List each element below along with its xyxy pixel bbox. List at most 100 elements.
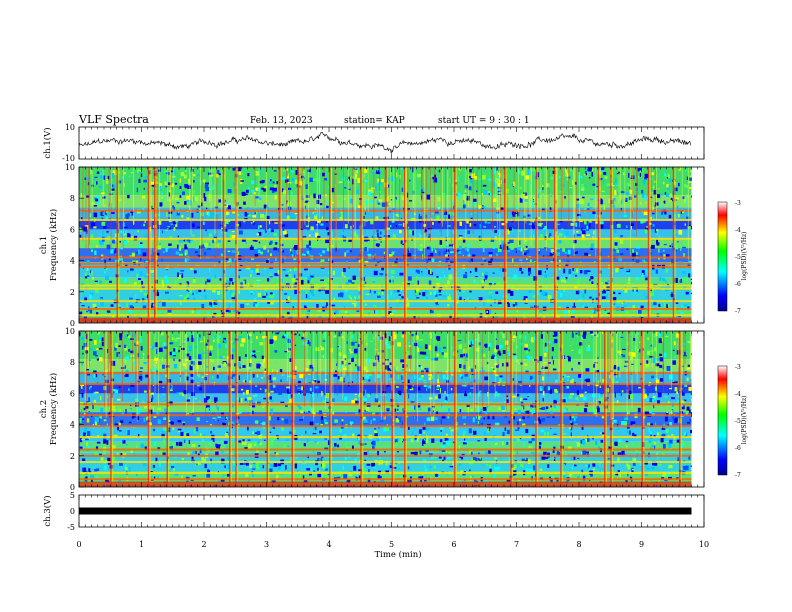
spectrogram-cell [95, 182, 97, 185]
spectrogram-cell [400, 167, 404, 170]
spectrogram-cell [469, 449, 473, 453]
spectrogram-cell [118, 199, 122, 201]
spectrogram-cell [276, 181, 279, 185]
spectrogram-cell [670, 410, 673, 415]
spectrogram-cell [550, 405, 552, 408]
spectrogram-cell [459, 354, 464, 358]
spectrogram-cell [408, 345, 412, 348]
spectrogram-cell [250, 268, 255, 271]
spectrogram-cell [501, 405, 505, 411]
spectrogram-cell [242, 172, 244, 175]
spectrogram-cell [525, 468, 529, 472]
spectrogram-cell [579, 199, 584, 205]
spectrogram-cell [119, 335, 122, 341]
spectrogram-cell [458, 445, 461, 450]
spectrogram-streak [413, 167, 415, 208]
spectrogram-cell [506, 429, 510, 435]
spectrogram-cell [247, 283, 249, 286]
spectrogram-cell [144, 446, 147, 451]
spectrogram-cell [422, 292, 426, 297]
freq-tick-label: 2 [70, 288, 75, 297]
spectrogram-cell [289, 269, 292, 272]
spectrogram-cell [487, 222, 491, 224]
spectrogram-cell [263, 188, 266, 192]
spectrogram-cell [589, 213, 594, 218]
spectrogram-cell [255, 170, 260, 176]
spectrogram-cell [345, 409, 347, 413]
spectrogram-cell [444, 437, 449, 441]
spectrogram-cell [273, 232, 278, 236]
spectrogram-streak [531, 167, 532, 206]
spectrogram-spike [599, 167, 601, 323]
spectrogram-cell [90, 244, 94, 249]
spectrogram-cell [619, 473, 621, 478]
spectrogram-cell [391, 219, 395, 223]
spectrogram-cell [541, 418, 545, 422]
spectrogram-cell [363, 276, 365, 281]
spectrogram-spike [236, 167, 239, 323]
spectrogram-cell [506, 346, 510, 352]
spectrogram-cell [188, 240, 193, 243]
spectrogram-cell [550, 297, 555, 300]
spectrogram-cell [409, 342, 414, 344]
spectrogram-cell [558, 175, 561, 179]
spectrogram-cell [488, 283, 492, 286]
spectrogram-cell [549, 231, 552, 237]
spectrogram-cell [620, 235, 623, 238]
spectrogram-cell [176, 219, 178, 223]
spectrogram-cell [517, 425, 520, 430]
spectrogram-cell [681, 440, 684, 443]
spectrogram-cell [100, 233, 102, 236]
spectrogram-cell [546, 187, 550, 190]
spectrogram-streak [393, 167, 395, 222]
spectrogram-cell [173, 206, 176, 211]
spectrogram-cell [94, 468, 98, 472]
spectrogram-cell [632, 252, 635, 258]
spectrogram-cell [471, 213, 473, 215]
spectrogram-cell [157, 447, 161, 450]
spectrogram-cell [184, 252, 187, 256]
spectrogram-cell [105, 275, 109, 281]
spectrogram-cell [690, 322, 692, 323]
spectrogram-cell [129, 233, 131, 238]
spectrogram-cell [493, 226, 497, 228]
spectrogram-cell [685, 465, 689, 471]
spectrogram-cell [102, 453, 107, 455]
spectrogram-cell [443, 250, 447, 255]
spectrogram-cell [431, 438, 435, 443]
spectrogram-cell [282, 250, 285, 253]
spectrogram-cell [212, 238, 214, 244]
spectrogram-cell [354, 300, 358, 305]
spectrogram-cell [571, 378, 574, 382]
spectrogram-cell [660, 425, 662, 429]
spectrogram-streak [304, 167, 306, 225]
spectrogram-cell [172, 337, 174, 340]
spectrogram-cell [677, 400, 679, 404]
spectrogram-cell [391, 251, 395, 255]
spectrogram-cell [124, 464, 127, 469]
spectrogram-cell [684, 277, 688, 281]
spectrogram-cell [112, 315, 115, 318]
spectrogram-cell [418, 215, 423, 221]
spectrogram-cell [82, 458, 86, 462]
spectrogram-cell [589, 206, 593, 212]
spectrogram-cell [620, 239, 623, 244]
spectrogram-cell [196, 463, 198, 466]
spectrogram-cell [325, 290, 329, 294]
spectrogram-cell [104, 259, 107, 265]
spectrogram-cell [79, 227, 82, 232]
spectrogram-cell [320, 415, 324, 421]
spectrogram-cell [599, 432, 603, 434]
spectrogram-cell [184, 201, 187, 205]
spectrogram-cell [452, 302, 454, 304]
spectrogram-cell [462, 290, 465, 293]
spectrogram-cell [482, 247, 485, 253]
spectrogram-cell [94, 421, 98, 426]
spectrogram-cell [499, 268, 502, 271]
spectrogram-streak [354, 167, 356, 238]
spectrogram-cell [506, 395, 509, 398]
spectrogram-cell [587, 203, 590, 207]
spectrogram-cell [264, 186, 267, 188]
spectrogram-cell [390, 278, 393, 283]
spectrogram-cell [209, 233, 213, 237]
